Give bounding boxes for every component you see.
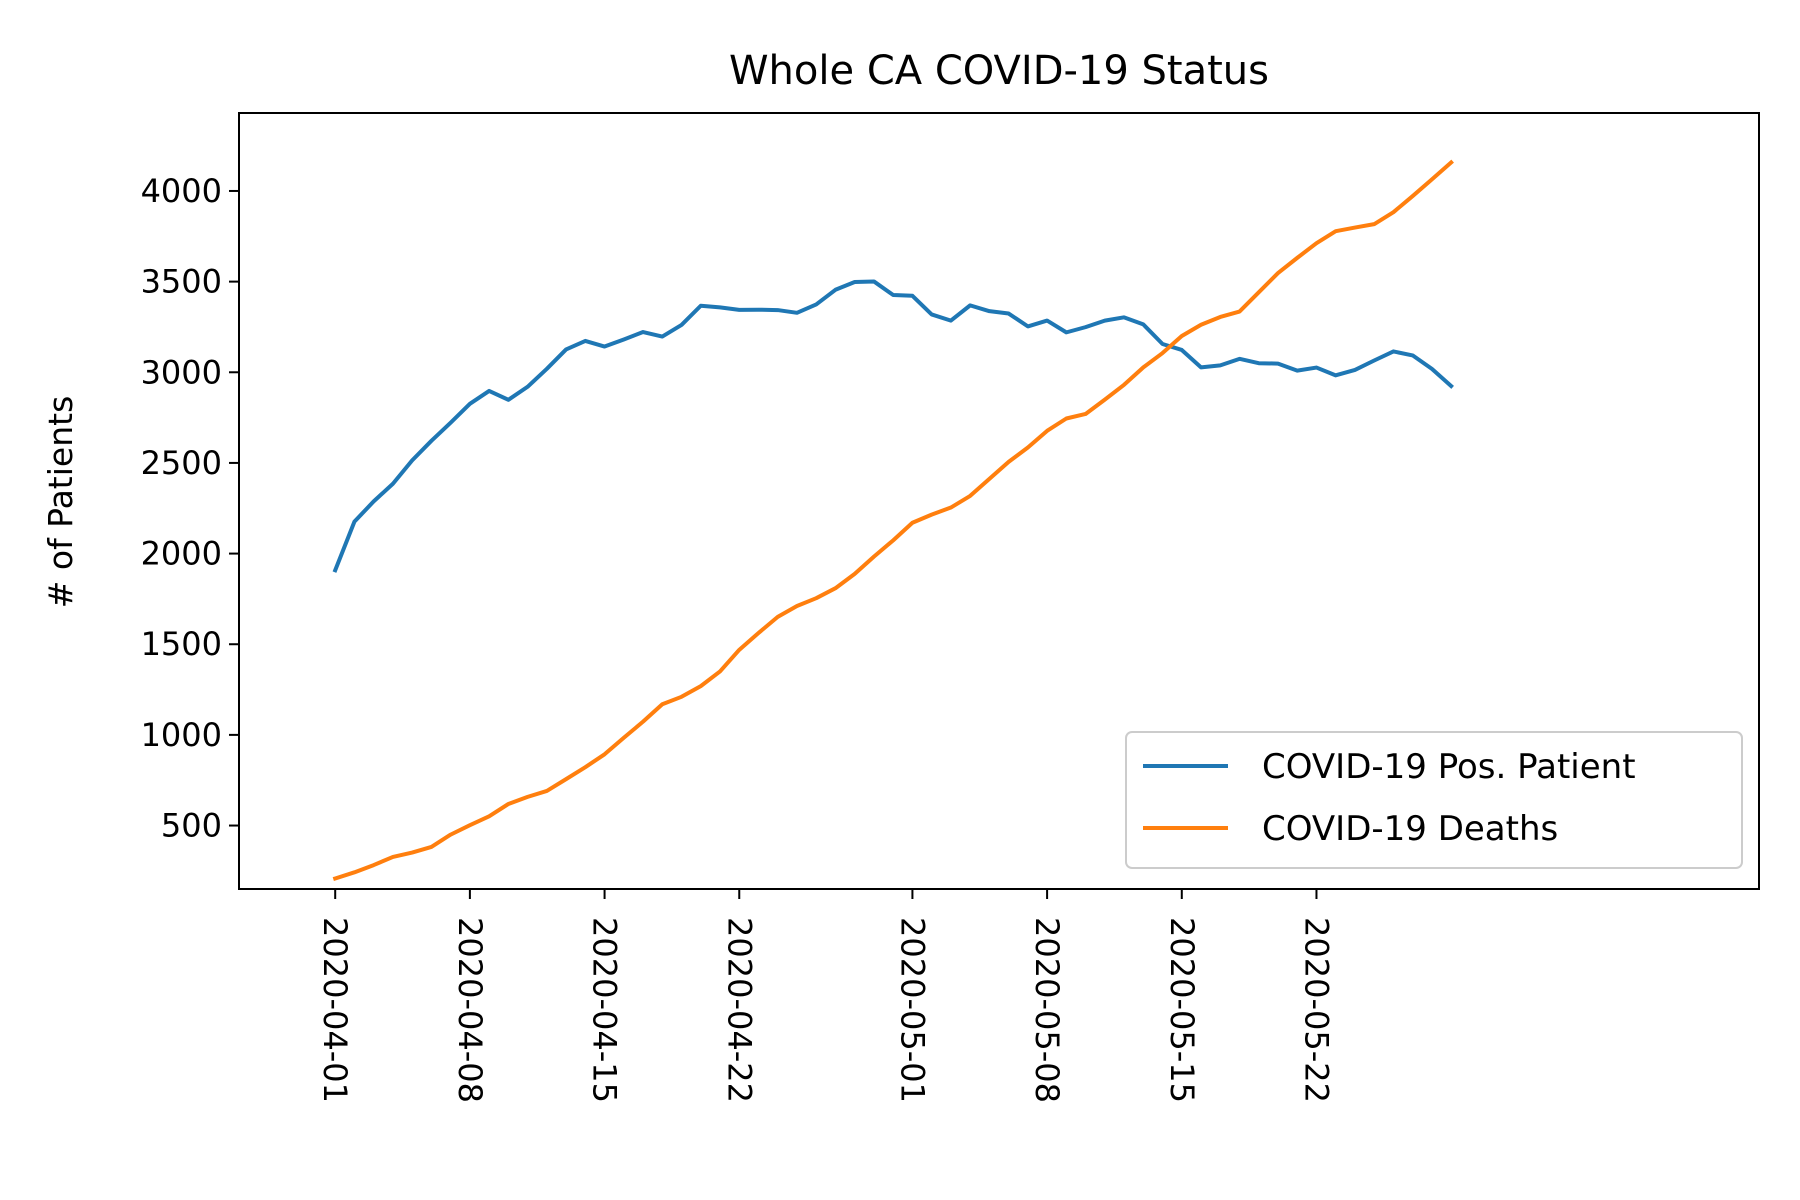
- x-tick-label: 2020-05-08: [1028, 917, 1066, 1103]
- legend-label: COVID-19 Pos. Patient: [1262, 747, 1636, 787]
- x-tick-label: 2020-04-15: [586, 917, 624, 1103]
- x-tick-label: 2020-05-22: [1297, 917, 1335, 1103]
- legend-label: COVID-19 Deaths: [1262, 809, 1558, 849]
- y-tick-label: 1000: [141, 716, 222, 754]
- x-tick-label: 2020-04-01: [316, 917, 354, 1103]
- plot-frame: [238, 112, 1760, 890]
- y-tick-label: 3000: [141, 353, 222, 391]
- legend-box: [1125, 731, 1743, 869]
- y-tick-label: 2500: [141, 444, 222, 482]
- y-tick-label: 1500: [141, 625, 222, 663]
- x-tick-label: 2020-04-08: [451, 917, 489, 1103]
- y-axis: 500 1000 1500 2000 2500 3000 3500 4000: [141, 172, 239, 845]
- x-axis: 2020-04-01 2020-04-08 2020-04-15 2020-04-22…: [316, 889, 1335, 1103]
- y-tick-label: 500: [161, 807, 222, 845]
- y-tick-label: 4000: [141, 172, 222, 210]
- y-tick-label: 2000: [141, 535, 222, 573]
- x-tick-label: 2020-05-01: [893, 917, 931, 1103]
- y-axis-label: # of Patients: [41, 396, 80, 609]
- x-tick-label: 2020-04-22: [720, 917, 758, 1103]
- y-tick-label: 3500: [141, 263, 222, 301]
- plot-area: [332, 159, 1454, 881]
- series-line-1: [332, 279, 1454, 573]
- chart-title: Whole CA COVID-19 Status: [729, 48, 1269, 94]
- series-line-2: [332, 159, 1454, 881]
- legend: COVID-19 Pos. Patient COVID-19 Deaths: [1125, 731, 1743, 869]
- x-tick-label: 2020-05-15: [1163, 917, 1201, 1103]
